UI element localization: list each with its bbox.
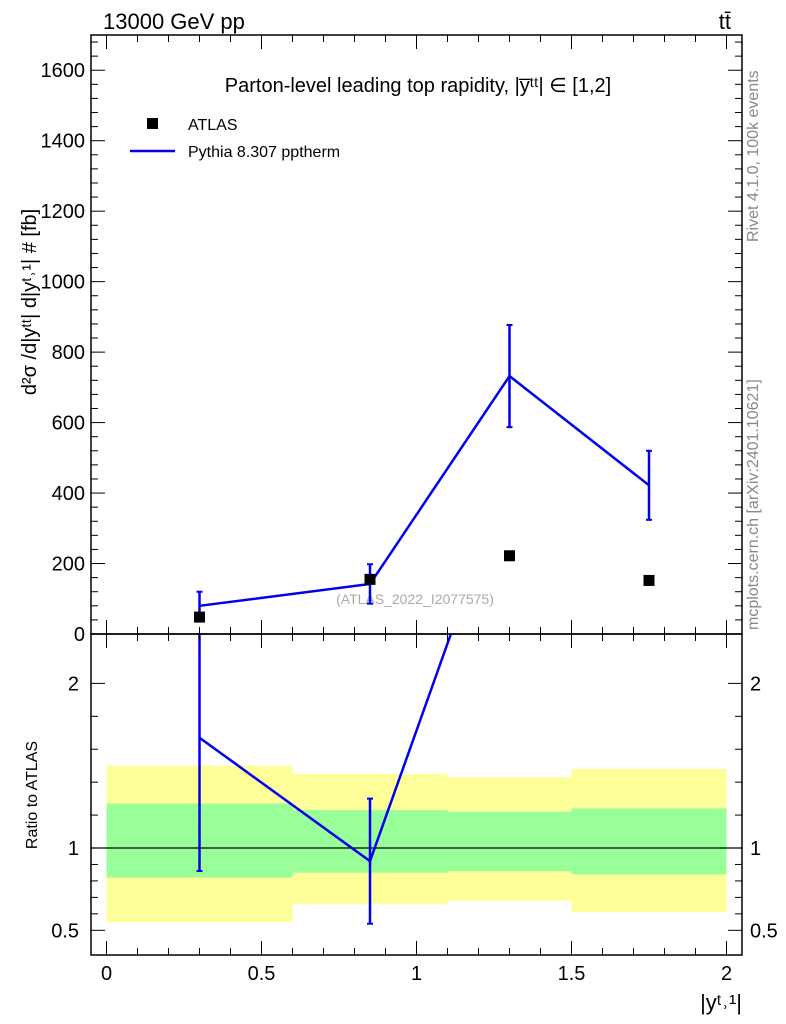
atlas-data-point (643, 574, 655, 586)
y-tick-label: 200 (52, 554, 85, 576)
ratio-axis-label: Ratio to ATLAS (24, 741, 41, 849)
y-tick-label: 600 (52, 413, 85, 435)
x-axis-label: |yᵗ˒¹| (700, 990, 742, 1015)
legend-marker-atlas (147, 118, 158, 129)
analysis-watermark: (ATLAS_2022_I2077575) (336, 591, 494, 607)
x-tick-label: 1.5 (558, 963, 586, 985)
atlas-data-point (364, 573, 376, 585)
uncertainty-band-inner (571, 808, 727, 875)
x-tick-label: 2 (721, 963, 732, 985)
legend-label-pythia: Pythia 8.307 pptherm (188, 144, 340, 161)
y-tick-label: 1600 (41, 60, 86, 82)
x-tick-label: 0.5 (248, 963, 276, 985)
ratio-panel: 0 0.5 1 1.5 2 0.5 0.5 1 1 2 2 Ratio to ATLAS (24, 633, 778, 985)
y-tick-label: 800 (52, 342, 85, 364)
ratio-pythia-line (198, 634, 453, 864)
rivet-version-label: Rivet 4.1.0, 100k events (745, 70, 762, 242)
chart-title: Parton-level leading top rapidity, |y̅ᵗᵗ… (225, 75, 611, 97)
main-panel: Parton-level leading top rapidity, |y̅ᵗᵗ… (19, 34, 743, 646)
uncertainty-band-inner (447, 811, 572, 872)
header-energy: 13000 GeV pp (103, 9, 245, 34)
ratio-y-tick-label: 0.5 (51, 920, 79, 942)
ratio-y-tick-label-right: 1 (750, 838, 761, 860)
header-process: tt̄ (719, 9, 731, 34)
y-tick-label: 1000 (41, 272, 86, 294)
legend-label-atlas: ATLAS (188, 117, 238, 134)
ratio-y-tick-label-right: 2 (750, 673, 761, 695)
pythia-line (199, 374, 650, 608)
ratio-y-tick-label: 2 (68, 673, 79, 695)
ratio-y-tick-label: 1 (68, 838, 79, 860)
x-tick-label: 1 (411, 963, 422, 985)
y-axis-label: d²σ /d|yᵗᵗ| d|yᵗ˒¹| # [fb] (19, 209, 41, 395)
y-tick-label: 1400 (41, 131, 86, 153)
legend: ATLAS Pythia 8.307 pptherm (130, 117, 340, 161)
y-tick-label: 0 (74, 624, 85, 646)
x-tick-label: 0 (101, 963, 112, 985)
atlas-data-point (504, 550, 515, 562)
y-tick-label: 400 (52, 483, 85, 505)
atlas-data-point (194, 611, 205, 623)
y-tick-label: 1200 (41, 201, 86, 223)
mcplots-label: mcplots.cern.ch [arXiv:2401.10621] (745, 379, 762, 630)
ratio-y-tick-label-right: 0.5 (750, 920, 778, 942)
